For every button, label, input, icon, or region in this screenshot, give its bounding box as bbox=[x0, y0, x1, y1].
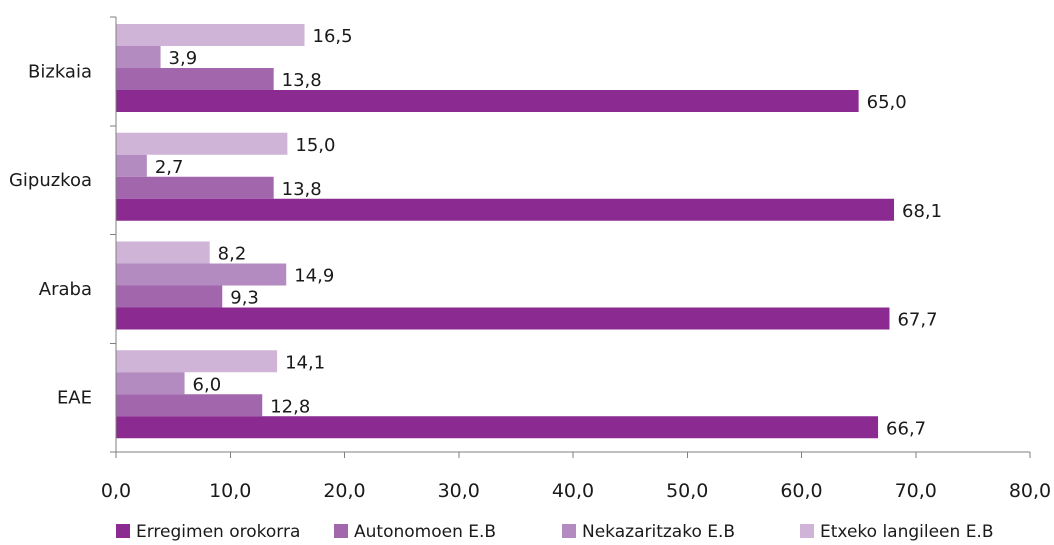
value-label: 65,0 bbox=[867, 92, 907, 113]
x-tick-label: 10,0 bbox=[209, 480, 251, 502]
legend-label: Etxeko langileen E.B bbox=[820, 522, 994, 542]
category-label: Bizkaia bbox=[28, 61, 92, 82]
bar-gipuzkoa-2 bbox=[116, 155, 147, 177]
value-label: 13,8 bbox=[282, 70, 322, 91]
bar-bizkaia-3 bbox=[116, 24, 305, 46]
value-label: 14,9 bbox=[294, 266, 334, 287]
value-label: 15,0 bbox=[295, 135, 335, 156]
x-tick-label: 20,0 bbox=[323, 480, 365, 502]
value-label: 12,8 bbox=[270, 396, 310, 417]
value-label: 68,1 bbox=[902, 201, 942, 222]
value-label: 16,5 bbox=[313, 26, 353, 47]
legend-swatch bbox=[562, 524, 576, 538]
bar-araba-3 bbox=[116, 242, 210, 264]
legend-swatch bbox=[334, 524, 348, 538]
value-label: 67,7 bbox=[897, 310, 937, 331]
category-label: Araba bbox=[39, 279, 92, 300]
value-label: 3,9 bbox=[169, 48, 198, 69]
value-label: 13,8 bbox=[282, 179, 322, 200]
x-tick-label: 60,0 bbox=[780, 480, 822, 502]
legend-swatch bbox=[116, 524, 130, 538]
bar-gipuzkoa-1 bbox=[116, 177, 274, 199]
legend-swatch bbox=[800, 524, 814, 538]
value-label: 66,7 bbox=[886, 418, 926, 439]
value-label: 8,2 bbox=[218, 244, 247, 265]
bar-gipuzkoa-0 bbox=[116, 199, 894, 221]
x-tick-label: 50,0 bbox=[666, 480, 708, 502]
bar-eae-1 bbox=[116, 394, 262, 416]
bar-araba-1 bbox=[116, 286, 222, 308]
x-tick-label: 0,0 bbox=[101, 480, 131, 502]
bar-araba-0 bbox=[116, 308, 889, 330]
x-tick-label: 70,0 bbox=[895, 480, 937, 502]
bar-bizkaia-1 bbox=[116, 68, 274, 90]
bar-bizkaia-0 bbox=[116, 90, 859, 112]
bar-eae-2 bbox=[116, 372, 185, 394]
x-tick-label: 40,0 bbox=[552, 480, 594, 502]
value-label: 14,1 bbox=[285, 352, 325, 373]
bar-araba-2 bbox=[116, 264, 286, 286]
legend: Erregimen orokorra Autonomoen E.B Nekazari… bbox=[116, 522, 994, 542]
bars-layer bbox=[116, 24, 894, 438]
bar-eae-3 bbox=[116, 350, 277, 372]
bar-gipuzkoa-3 bbox=[116, 133, 287, 155]
category-label: Gipuzkoa bbox=[9, 170, 92, 191]
legend-label: Erregimen orokorra bbox=[136, 522, 300, 542]
bar-bizkaia-2 bbox=[116, 46, 161, 68]
value-label: 6,0 bbox=[193, 374, 222, 395]
legend-label: Nekazaritzako E.B bbox=[582, 522, 735, 542]
bar-eae-0 bbox=[116, 416, 878, 438]
legend-label: Autonomoen E.B bbox=[354, 522, 496, 542]
value-label: 9,3 bbox=[230, 288, 259, 309]
x-tick-label: 30,0 bbox=[438, 480, 480, 502]
category-label: EAE bbox=[57, 388, 92, 409]
x-tick-label: 80,0 bbox=[1009, 480, 1051, 502]
value-label: 2,7 bbox=[155, 157, 184, 178]
